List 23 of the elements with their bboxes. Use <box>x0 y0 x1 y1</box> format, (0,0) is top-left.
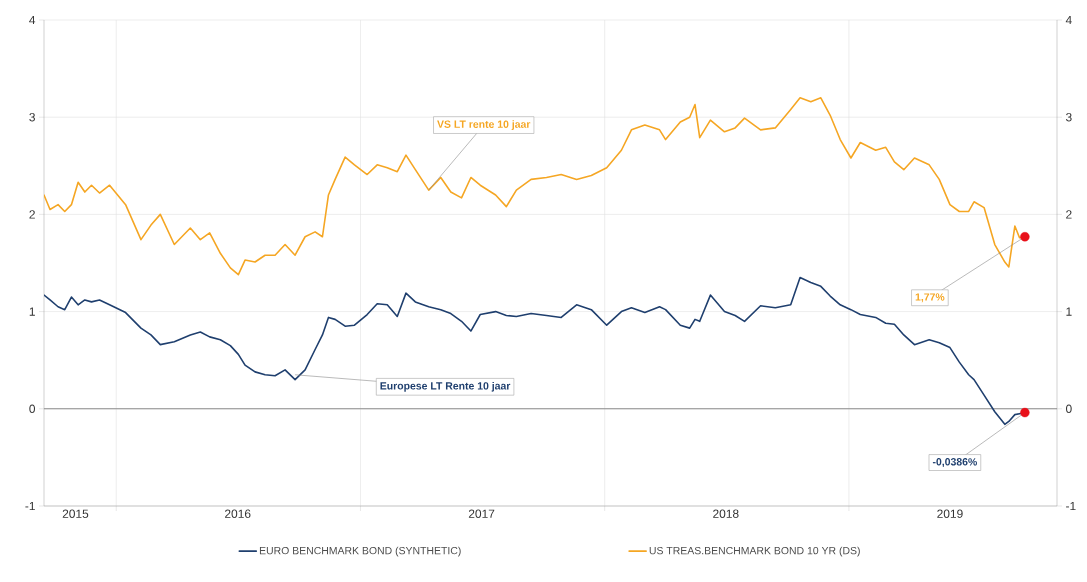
y2-tick-label: 0 <box>1066 404 1072 414</box>
x-tick-label: 2018 <box>713 509 739 518</box>
x-tick-label: 2019 <box>937 509 963 518</box>
y-tick-label: 1 <box>29 307 35 316</box>
y-tick-label: 2 <box>29 210 35 219</box>
y2-tick-label: 3 <box>1065 112 1072 122</box>
y2-tick-label: 2 <box>1066 210 1072 219</box>
x-tick-label: 2016 <box>225 509 251 518</box>
y-tick-label: 0 <box>29 404 36 414</box>
y2-tick-label: 1 <box>1066 307 1072 316</box>
y2-tick-label: -1 <box>1066 501 1076 511</box>
y-tick-label: 4 <box>29 15 36 25</box>
annotation: Europese LT Rente 10 jaar <box>380 381 511 392</box>
x-tick-label: 2015 <box>62 509 89 518</box>
annotation: VS LT rente 10 jaar <box>437 120 531 130</box>
y-tick-label: 3 <box>29 112 35 122</box>
legend-label: EURO BENCHMARK BOND (SYNTHETIC) <box>259 546 461 557</box>
y2-tick-label: 4 <box>1065 15 1072 25</box>
annotation: 1,77% <box>915 293 945 303</box>
x-tick-label: 2017 <box>468 509 495 518</box>
legend-label: US TREAS.BENCHMARK BOND 10 YR (DS) <box>649 546 860 557</box>
annotation: -0,0386% <box>932 458 977 468</box>
y-tick-label: -1 <box>25 501 35 511</box>
